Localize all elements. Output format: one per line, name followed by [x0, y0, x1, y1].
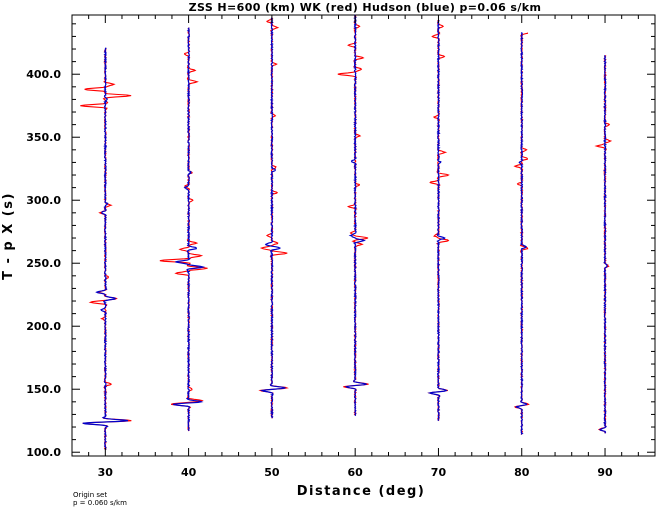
x-tick-label: 40	[181, 466, 197, 479]
x-tick-label: 60	[348, 466, 364, 479]
y-tick-label: 150.0	[26, 383, 61, 396]
x-tick-label: 30	[98, 466, 114, 479]
trace-layer	[80, 14, 613, 451]
x-tick-label: 50	[264, 466, 280, 479]
x-tick-label: 80	[514, 466, 530, 479]
x-tick-label: 70	[431, 466, 447, 479]
chart-title: ZSS H=600 (km) WK (red) Hudson (blue) p=…	[189, 1, 542, 14]
x-axis: 30 40 50 60 70 80 90	[71, 15, 656, 479]
y-axis: 100.0 150.0 200.0 250.0 300.0 350.0 400.0	[26, 23, 655, 459]
trace-hudson-90	[598, 55, 608, 434]
y-tick-label: 200.0	[26, 320, 61, 333]
trace-wk-50	[258, 17, 289, 419]
trace-wk-90	[594, 54, 613, 434]
trace-hudson-80	[515, 32, 528, 435]
y-tick-label: 350.0	[26, 131, 61, 144]
trace-hudson-60	[344, 14, 367, 417]
trace-wk-40	[159, 27, 208, 432]
trace-hudson-30	[82, 47, 129, 451]
y-tick-label: 300.0	[26, 194, 61, 207]
trace-hudson-40	[172, 27, 206, 432]
x-axis-label: Distance (deg)	[297, 484, 426, 499]
y-tick-label: 400.0	[26, 68, 61, 81]
slowness-note: p = 0.060 s/km	[73, 499, 127, 507]
plot-frame	[71, 14, 656, 457]
y-tick-label: 100.0	[26, 446, 61, 459]
origin-note: Origin set	[73, 491, 107, 499]
trace-hudson-70	[427, 19, 448, 422]
y-tick-label: 250.0	[26, 257, 61, 270]
trace-wk-60	[337, 14, 369, 416]
trace-hudson-50	[259, 17, 286, 419]
y-axis-label: T - p X (s)	[1, 192, 16, 280]
x-tick-label: 90	[597, 466, 613, 479]
